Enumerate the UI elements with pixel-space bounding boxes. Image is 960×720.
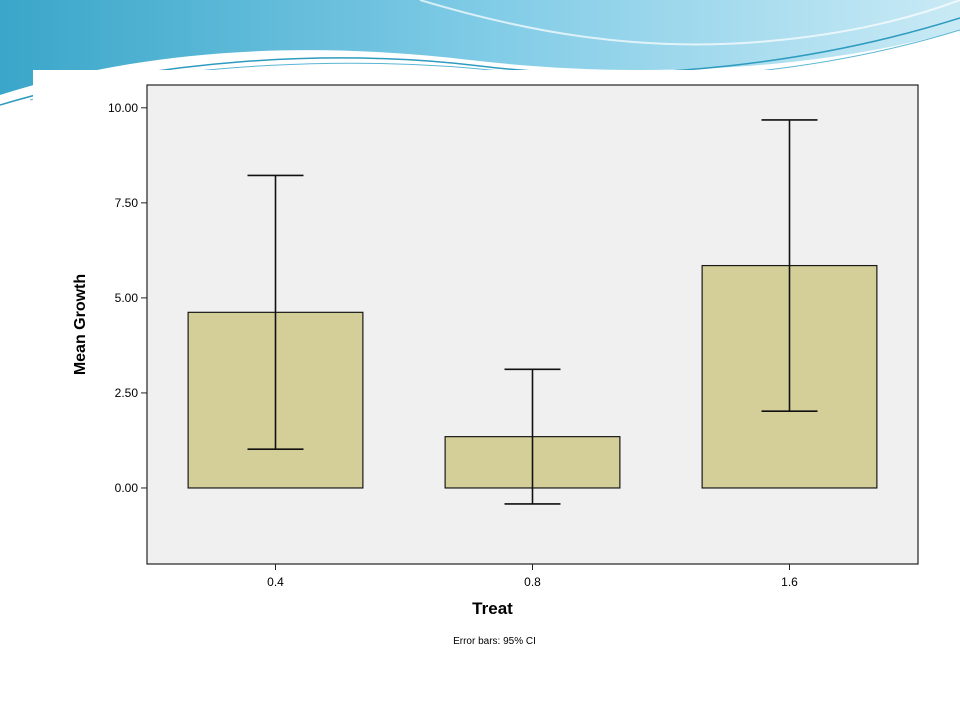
x-axis: 0.4 0.8 1.6 (267, 564, 798, 589)
x-tick-label: 1.6 (781, 575, 798, 589)
y-tick-label: 10.00 (108, 101, 138, 115)
x-tick-label: 0.4 (267, 575, 284, 589)
error-bar-1.6 (761, 119, 818, 412)
y-tick-label: 5.00 (115, 291, 139, 305)
y-axis: 0.00 2.50 5.00 7.50 10.00 (108, 101, 147, 495)
bar-chart: 0.00 2.50 5.00 7.50 10.00 0.4 0.8 1.6 Mean Gro… (72, 84, 919, 647)
y-axis-title: Mean Growth (72, 274, 89, 375)
error-bar-0.4 (247, 174, 304, 450)
error-bars (247, 119, 818, 505)
error-bar-0.8 (504, 368, 561, 505)
chart-panel: 0.00 2.50 5.00 7.50 10.00 0.4 0.8 1.6 Mean Gro… (33, 70, 935, 662)
y-tick-label: 7.50 (115, 196, 139, 210)
y-tick-label: 0.00 (115, 481, 139, 495)
x-axis-title: Treat (472, 599, 513, 618)
error-bar-footnote: Error bars: 95% CI (453, 636, 536, 647)
x-tick-label: 0.8 (524, 575, 541, 589)
y-tick-label: 2.50 (115, 386, 139, 400)
